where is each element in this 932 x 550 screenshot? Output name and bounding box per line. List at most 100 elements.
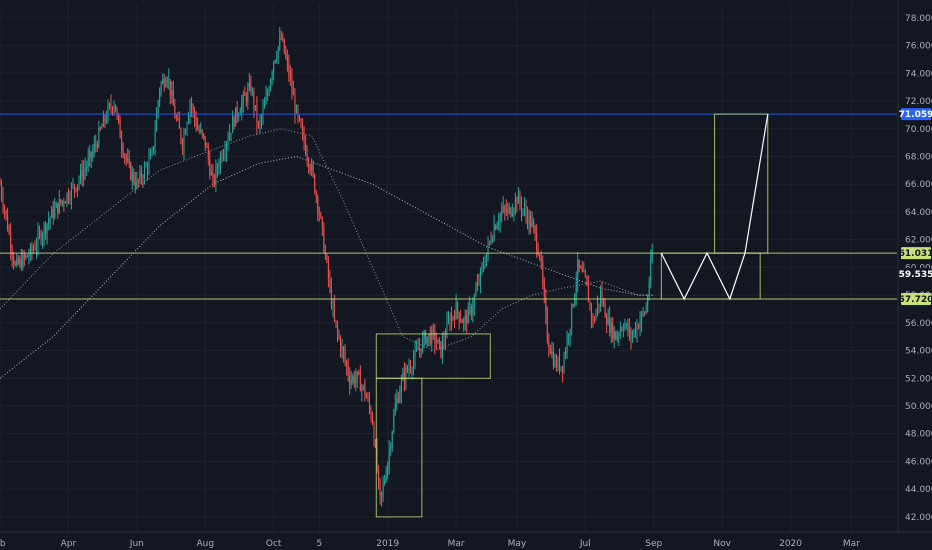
candle-body	[299, 116, 301, 120]
candle-body	[631, 334, 633, 339]
candle-body	[420, 348, 422, 352]
candle-body	[89, 151, 91, 158]
candle-body	[343, 347, 345, 354]
candle-body	[318, 211, 320, 215]
candle-body	[411, 368, 413, 370]
candle-body	[67, 193, 69, 200]
drawing-boxes[interactable]	[375, 113, 769, 518]
candlestick-series	[0, 27, 653, 507]
candle-body	[134, 182, 136, 187]
candle-body	[77, 184, 79, 191]
candle-body	[227, 139, 229, 144]
candle-body	[457, 302, 459, 313]
y-tick-label: 44.000	[905, 485, 932, 495]
candle-body	[355, 378, 357, 384]
x-tick-label: Mar	[843, 539, 860, 549]
candle-body	[524, 207, 526, 210]
candle-body	[143, 166, 145, 179]
candle-body	[413, 359, 415, 369]
candle-body	[312, 164, 314, 175]
candle-body	[32, 248, 34, 251]
x-tick-label: Jul	[579, 539, 591, 549]
candle-body	[48, 220, 50, 224]
candle-body	[294, 95, 296, 113]
candle-body	[390, 446, 392, 451]
candle-body	[638, 325, 640, 329]
candle-body	[271, 72, 273, 81]
drawing-box	[660, 252, 761, 300]
candle-body	[160, 83, 162, 91]
candle-body	[481, 266, 483, 270]
candle-body	[264, 103, 266, 109]
candle-body	[128, 158, 130, 164]
candle-body	[254, 105, 256, 108]
candle-body	[441, 340, 443, 357]
candle-body	[416, 348, 418, 350]
projection-path[interactable]	[660, 114, 769, 301]
candle-body	[306, 154, 308, 160]
x-tick-label: 5	[316, 539, 322, 549]
drawing-box	[714, 113, 769, 254]
candle-body	[571, 304, 573, 330]
candle-body	[592, 318, 594, 320]
candle-body	[560, 366, 562, 370]
candle-body	[528, 215, 530, 225]
time-axis[interactable]: eb Apr Jun Aug Oct 5 2019 Mar May Jul Sep Nov 2020 Ma…	[0, 539, 860, 549]
candle-body	[455, 302, 457, 320]
candle-body	[219, 155, 221, 168]
candle-body	[601, 292, 603, 303]
candle-body	[124, 155, 126, 157]
candle-body	[253, 90, 255, 108]
candle-body	[320, 214, 322, 218]
x-tick-label: Mar	[448, 539, 465, 549]
candle-body	[113, 104, 115, 111]
candle-body	[365, 395, 367, 398]
candle-body	[267, 93, 269, 97]
candle-body	[297, 107, 299, 117]
candle-body	[645, 308, 647, 314]
candle-body	[406, 367, 408, 371]
candle-body	[446, 321, 448, 338]
candle-body	[0, 184, 1, 186]
candle-body	[245, 95, 247, 102]
candle-body	[165, 83, 167, 87]
candle-body	[238, 115, 240, 117]
candle-body	[604, 303, 606, 318]
candle-body	[627, 323, 629, 333]
candle-body	[333, 305, 335, 321]
candle-body	[198, 129, 200, 132]
candle-body	[403, 372, 405, 382]
candle-body	[222, 154, 224, 159]
candle-body	[81, 169, 83, 179]
candle-body	[216, 166, 218, 169]
candle-body	[184, 132, 186, 134]
candle-body	[26, 255, 28, 258]
candle-body	[378, 470, 380, 479]
candle-body	[510, 207, 512, 216]
candle-body	[70, 186, 72, 200]
candle-body	[181, 140, 183, 150]
price-badge	[901, 247, 931, 260]
candle-body	[636, 325, 638, 334]
candle-body	[393, 414, 395, 433]
candle-body	[534, 226, 536, 234]
candle-body	[382, 483, 384, 493]
candle-body	[7, 215, 9, 230]
candle-body	[274, 60, 276, 62]
candle-body	[265, 96, 267, 104]
candle-body	[470, 306, 472, 315]
candle-body	[555, 360, 557, 369]
candle-body	[119, 119, 121, 139]
candle-body	[507, 208, 509, 213]
candle-body	[376, 446, 378, 471]
candle-body	[125, 156, 127, 160]
candle-body	[332, 305, 334, 307]
candle-body	[131, 172, 133, 180]
candle-body	[4, 207, 6, 211]
candle-body	[493, 225, 495, 239]
candle-body	[188, 115, 190, 124]
candle-body	[425, 332, 427, 344]
candle-body	[431, 329, 433, 344]
